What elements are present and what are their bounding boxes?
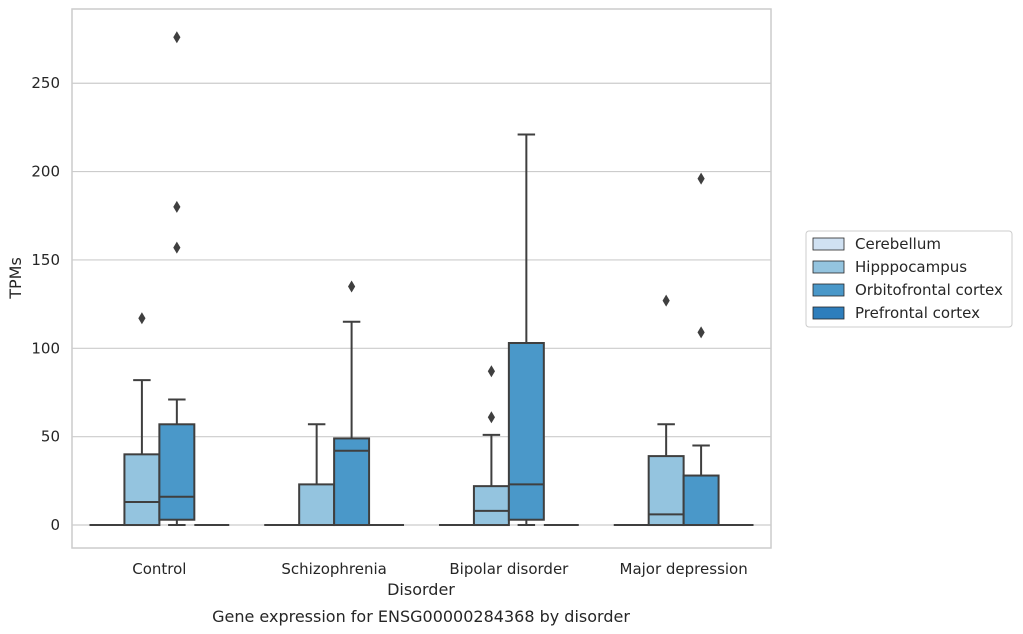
y-tick-label: 200 — [31, 163, 60, 181]
box-orbitofrontal-cortex-3 — [682, 172, 720, 527]
outlier-point — [173, 200, 181, 213]
y-tick-label: 50 — [41, 428, 60, 446]
box-body — [682, 474, 720, 527]
legend-swatch — [812, 260, 845, 274]
box-plots — [89, 31, 754, 527]
x-axis-label: Disorder — [387, 580, 455, 599]
outlier-point — [662, 294, 670, 307]
box-body — [472, 485, 510, 527]
box-body — [507, 342, 545, 521]
legend-frame — [805, 230, 1013, 328]
box-body — [333, 437, 371, 527]
legend-swatch — [812, 283, 845, 297]
legend-label: Prefrontal cortex — [855, 304, 980, 322]
outlier-point — [487, 365, 495, 378]
box-hipppocampus-0 — [123, 312, 161, 527]
x-tick-label: Control — [132, 560, 186, 578]
outlier-point — [697, 172, 705, 185]
y-tick-label: 250 — [31, 74, 60, 92]
x-tick-label: Major depression — [620, 560, 748, 578]
legend-swatch — [812, 306, 845, 320]
legend-label: Cerebellum — [855, 235, 941, 253]
legend: Cerebellum Hipppocampus Orbitofrontal cort… — [805, 230, 1013, 328]
box-hipppocampus-1 — [298, 423, 336, 527]
y-tick-label: 100 — [31, 339, 60, 357]
box-orbitofrontal-cortex-0 — [158, 31, 196, 527]
x-tick-label: Bipolar disorder — [449, 560, 569, 578]
box-body — [123, 453, 161, 527]
y-tick-label: 150 — [31, 251, 60, 269]
box-body — [158, 423, 196, 521]
box-orbitofrontal-cortex-2 — [507, 133, 545, 527]
outlier-point — [173, 241, 181, 254]
legend-label: Hipppocampus — [855, 258, 967, 276]
y-axis-label: TPMs — [6, 257, 25, 300]
outlier-point — [487, 411, 495, 424]
plot-frame — [71, 8, 772, 549]
x-tick-labels: Control Schizophrenia Bipolar disorder Majo… — [132, 560, 747, 578]
outlier-point — [697, 326, 705, 339]
legend-label: Orbitofrontal cortex — [855, 281, 1003, 299]
box-body — [298, 483, 336, 527]
y-tick-labels: 0 50 100 150 200 250 — [31, 74, 60, 534]
legend-swatch — [812, 237, 845, 251]
box-orbitofrontal-cortex-1 — [333, 280, 371, 527]
y-tick-label: 0 — [50, 516, 60, 534]
x-tick-label: Schizophrenia — [281, 560, 386, 578]
outlier-point — [348, 280, 356, 293]
chart-caption: Gene expression for ENSG00000284368 by d… — [212, 607, 630, 626]
outlier-point — [138, 312, 146, 325]
outlier-point — [173, 31, 181, 44]
